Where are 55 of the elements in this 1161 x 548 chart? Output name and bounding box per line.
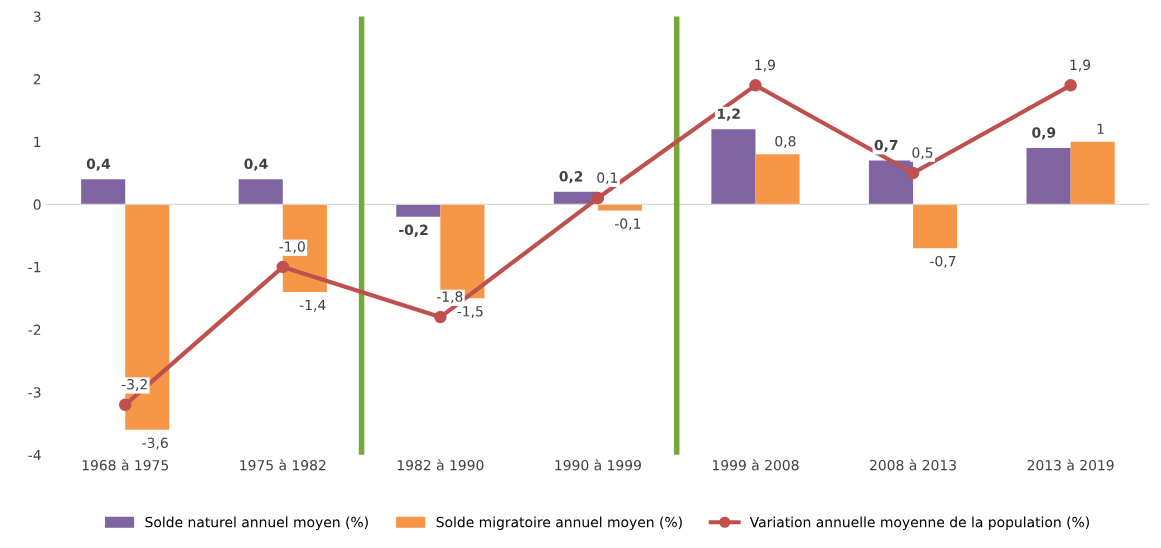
y-tick-label: -3	[28, 387, 41, 398]
data-label: 0,5	[912, 147, 933, 160]
point	[276, 260, 290, 274]
legend-label: Variation annuelle moyenne de la population (%)	[749, 516, 1089, 531]
data-label: -1,5	[457, 306, 483, 318]
data-label: 0,4	[244, 158, 268, 171]
data-label: -1,4	[299, 299, 326, 312]
x-tick-label: 1975 à 1982	[240, 459, 326, 471]
data-label: -3,2	[121, 379, 147, 391]
data-label: -3,6	[142, 437, 168, 450]
bar	[755, 154, 800, 205]
x-tick-label: 1990 à 1999	[555, 459, 641, 471]
bar	[868, 160, 914, 205]
bar	[1026, 147, 1071, 205]
y-tick-label: -1	[28, 262, 41, 273]
legend-label: Solde migratoire annuel moyen (%)	[436, 516, 682, 531]
y-tick-label: -2	[28, 324, 41, 335]
bar	[1070, 141, 1115, 205]
y-tick-label: -4	[28, 449, 41, 461]
x-tick-label: 2013 à 2019	[1027, 459, 1114, 471]
data-label: 1,9	[755, 59, 775, 72]
data-label: -1,8	[436, 291, 463, 304]
data-label: 0,2	[559, 171, 583, 184]
data-label: -0,7	[930, 255, 956, 268]
bar	[81, 179, 126, 205]
point	[118, 398, 132, 411]
x-tick-label: 1968 à 1975	[82, 459, 169, 471]
bar	[711, 129, 756, 205]
y-tick-label: 3	[33, 11, 41, 22]
x-tick-label: 2008 à 2013	[870, 459, 956, 471]
data-label: 1,2	[717, 108, 740, 121]
data-label: 0,9	[1032, 127, 1056, 140]
y-tick-label: 1	[34, 136, 41, 147]
x-tick-label: 1999 à 2008	[712, 459, 799, 471]
bar	[913, 204, 958, 249]
point	[906, 166, 920, 180]
point	[434, 310, 447, 324]
data-label: -0,2	[399, 224, 428, 237]
data-label: 0,8	[775, 136, 796, 148]
legend-label: Solde naturel annuel moyen (%)	[145, 516, 368, 531]
data-label: 0,4	[86, 158, 111, 171]
data-label: 1,9	[1070, 59, 1091, 72]
bar	[396, 204, 441, 217]
bar	[238, 179, 283, 205]
point	[591, 191, 605, 205]
point	[749, 79, 762, 92]
point	[1064, 79, 1077, 92]
y-tick-label: 0	[33, 199, 41, 210]
data-label: 0,1	[597, 172, 618, 185]
x-tick-label: 1982 à 1990	[397, 459, 484, 471]
y-tick-label: 2	[33, 74, 41, 85]
data-label: -0,1	[614, 218, 641, 231]
data-label: -1,0	[279, 241, 305, 254]
data-label: 1	[1097, 123, 1104, 134]
data-label: 0,7	[874, 139, 898, 153]
